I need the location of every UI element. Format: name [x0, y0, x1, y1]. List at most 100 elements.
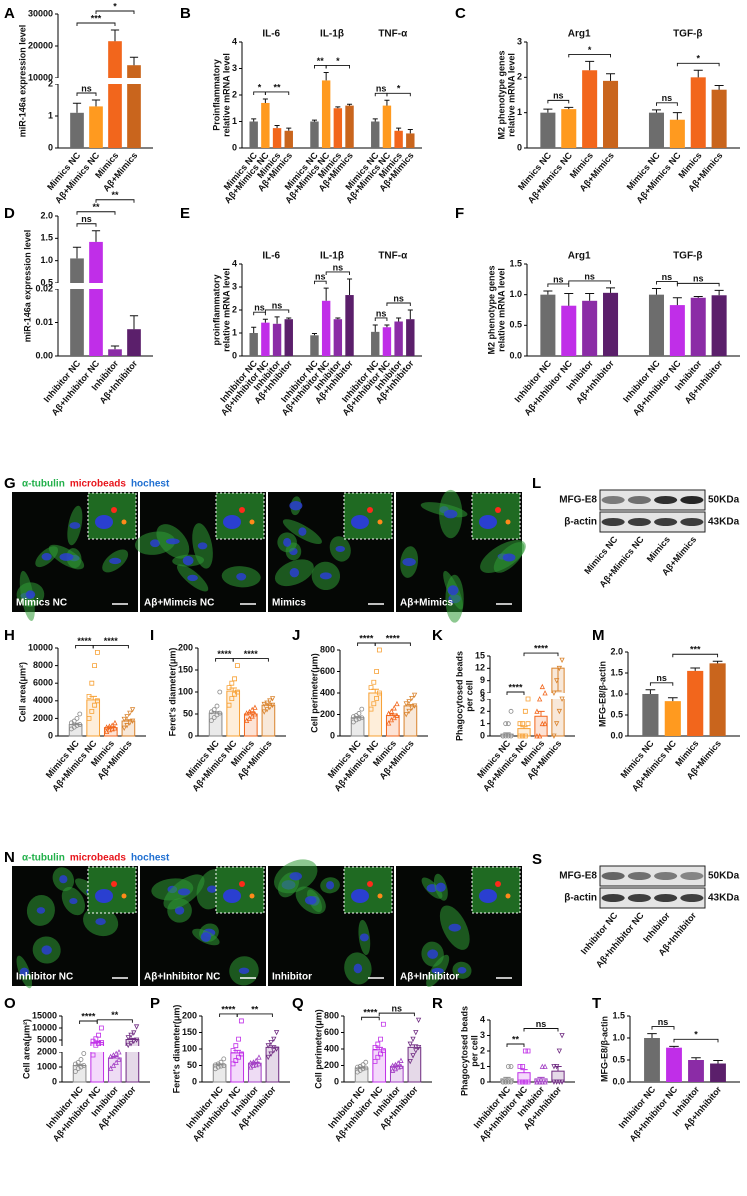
error-bar — [128, 1037, 137, 1040]
y-tick-label: 1.0 — [610, 688, 623, 698]
significance-label: ns — [272, 300, 283, 310]
bar — [648, 294, 664, 356]
significance-bracket — [232, 658, 269, 662]
data-point — [406, 708, 412, 715]
data-point — [267, 698, 273, 704]
error-bar — [647, 1033, 657, 1038]
bar — [230, 1052, 245, 1083]
significance-label: ns — [658, 1017, 669, 1027]
data-point — [505, 733, 511, 739]
y-tick-label: 2 — [232, 304, 237, 314]
significance-bracket — [523, 652, 559, 657]
significance-bracket — [325, 65, 350, 69]
error-bar — [669, 1045, 679, 1048]
error-bar — [691, 1057, 701, 1060]
band-size: 43KDa — [708, 517, 740, 528]
nucleus — [236, 573, 247, 581]
y-tick-label: 1000 — [37, 1061, 57, 1071]
significance-bracket — [314, 65, 327, 69]
nucleus — [435, 882, 446, 892]
significance-label: ns — [376, 308, 387, 318]
significance-bracket — [253, 311, 266, 316]
nucleus — [59, 875, 68, 884]
error-bar — [274, 316, 280, 324]
micrograph-label: Aβ+Inhibitor — [400, 972, 459, 983]
data-point — [375, 1041, 381, 1047]
error-bar — [110, 29, 120, 42]
data-point — [98, 1040, 104, 1045]
bar — [272, 323, 282, 356]
inset — [471, 866, 521, 914]
data-point — [211, 715, 217, 720]
bar — [321, 300, 331, 356]
panel-letter: G — [4, 475, 16, 492]
data-point — [534, 1079, 540, 1085]
y-tick-label: 0.00 — [35, 350, 53, 360]
error-bar — [564, 106, 574, 110]
bar — [261, 322, 270, 356]
data-point — [129, 718, 136, 724]
blot-band — [627, 496, 651, 504]
nucleus — [25, 590, 36, 599]
significance-label: **** — [77, 636, 92, 646]
data-point — [109, 722, 115, 728]
significance-label: * — [588, 45, 592, 55]
y-tick-label: 20000 — [28, 40, 53, 50]
blot-band — [627, 894, 651, 902]
inset-nucleus — [479, 889, 497, 903]
y-tick-label: 0 — [52, 1076, 57, 1086]
inset — [215, 866, 265, 914]
bar — [284, 319, 293, 356]
bar — [711, 295, 727, 356]
y-tick-label: 0.0 — [612, 1076, 625, 1086]
significance-bracket — [76, 22, 116, 26]
y-tick-label: 4 — [232, 36, 237, 46]
error-bar — [335, 317, 341, 320]
panel-letter: C — [455, 5, 466, 22]
micrograph-label: Inhibitor NC — [16, 972, 73, 983]
inset — [343, 492, 393, 540]
significance-label: **** — [104, 636, 119, 646]
significance-label: ns — [81, 83, 92, 93]
nucleus — [59, 553, 74, 561]
y-tick-label: 0 — [48, 730, 53, 740]
bead — [111, 881, 117, 887]
error-bar — [554, 668, 562, 692]
bar — [310, 121, 319, 148]
bar — [709, 663, 726, 736]
data-point — [539, 720, 545, 727]
error-bar — [311, 119, 317, 122]
panel-letter: D — [4, 205, 15, 222]
data-point — [388, 708, 395, 714]
nucleus — [448, 923, 461, 932]
nucleus — [41, 553, 52, 561]
significance-bracket — [656, 281, 678, 285]
bar — [710, 1063, 726, 1082]
error-bar — [606, 73, 616, 81]
bar — [321, 80, 331, 148]
nucleus — [69, 522, 81, 529]
data-point — [559, 1079, 565, 1085]
error-bar — [264, 703, 273, 706]
data-point — [269, 696, 276, 702]
nucleus — [431, 967, 444, 974]
significance-label: *** — [690, 645, 701, 655]
y-tick-label: 1 — [517, 107, 522, 117]
y-tick-label: 1 — [480, 718, 485, 728]
nucleus — [326, 881, 335, 890]
y-tick-label: 400 — [320, 687, 335, 697]
inset-nucleus — [351, 515, 369, 529]
significance-label: **** — [359, 633, 374, 643]
error-bar — [645, 689, 656, 694]
stain-label: hochest — [131, 853, 170, 864]
significance-label: ns — [662, 272, 673, 282]
error-bar — [335, 106, 341, 109]
data-point — [403, 701, 409, 707]
data-point — [407, 1041, 413, 1047]
data-point — [409, 695, 415, 702]
bar — [669, 119, 685, 148]
error-bar — [651, 109, 661, 113]
y-axis-label: relative mRNA level — [496, 268, 506, 352]
data-point — [537, 733, 543, 739]
data-point — [273, 1030, 280, 1036]
